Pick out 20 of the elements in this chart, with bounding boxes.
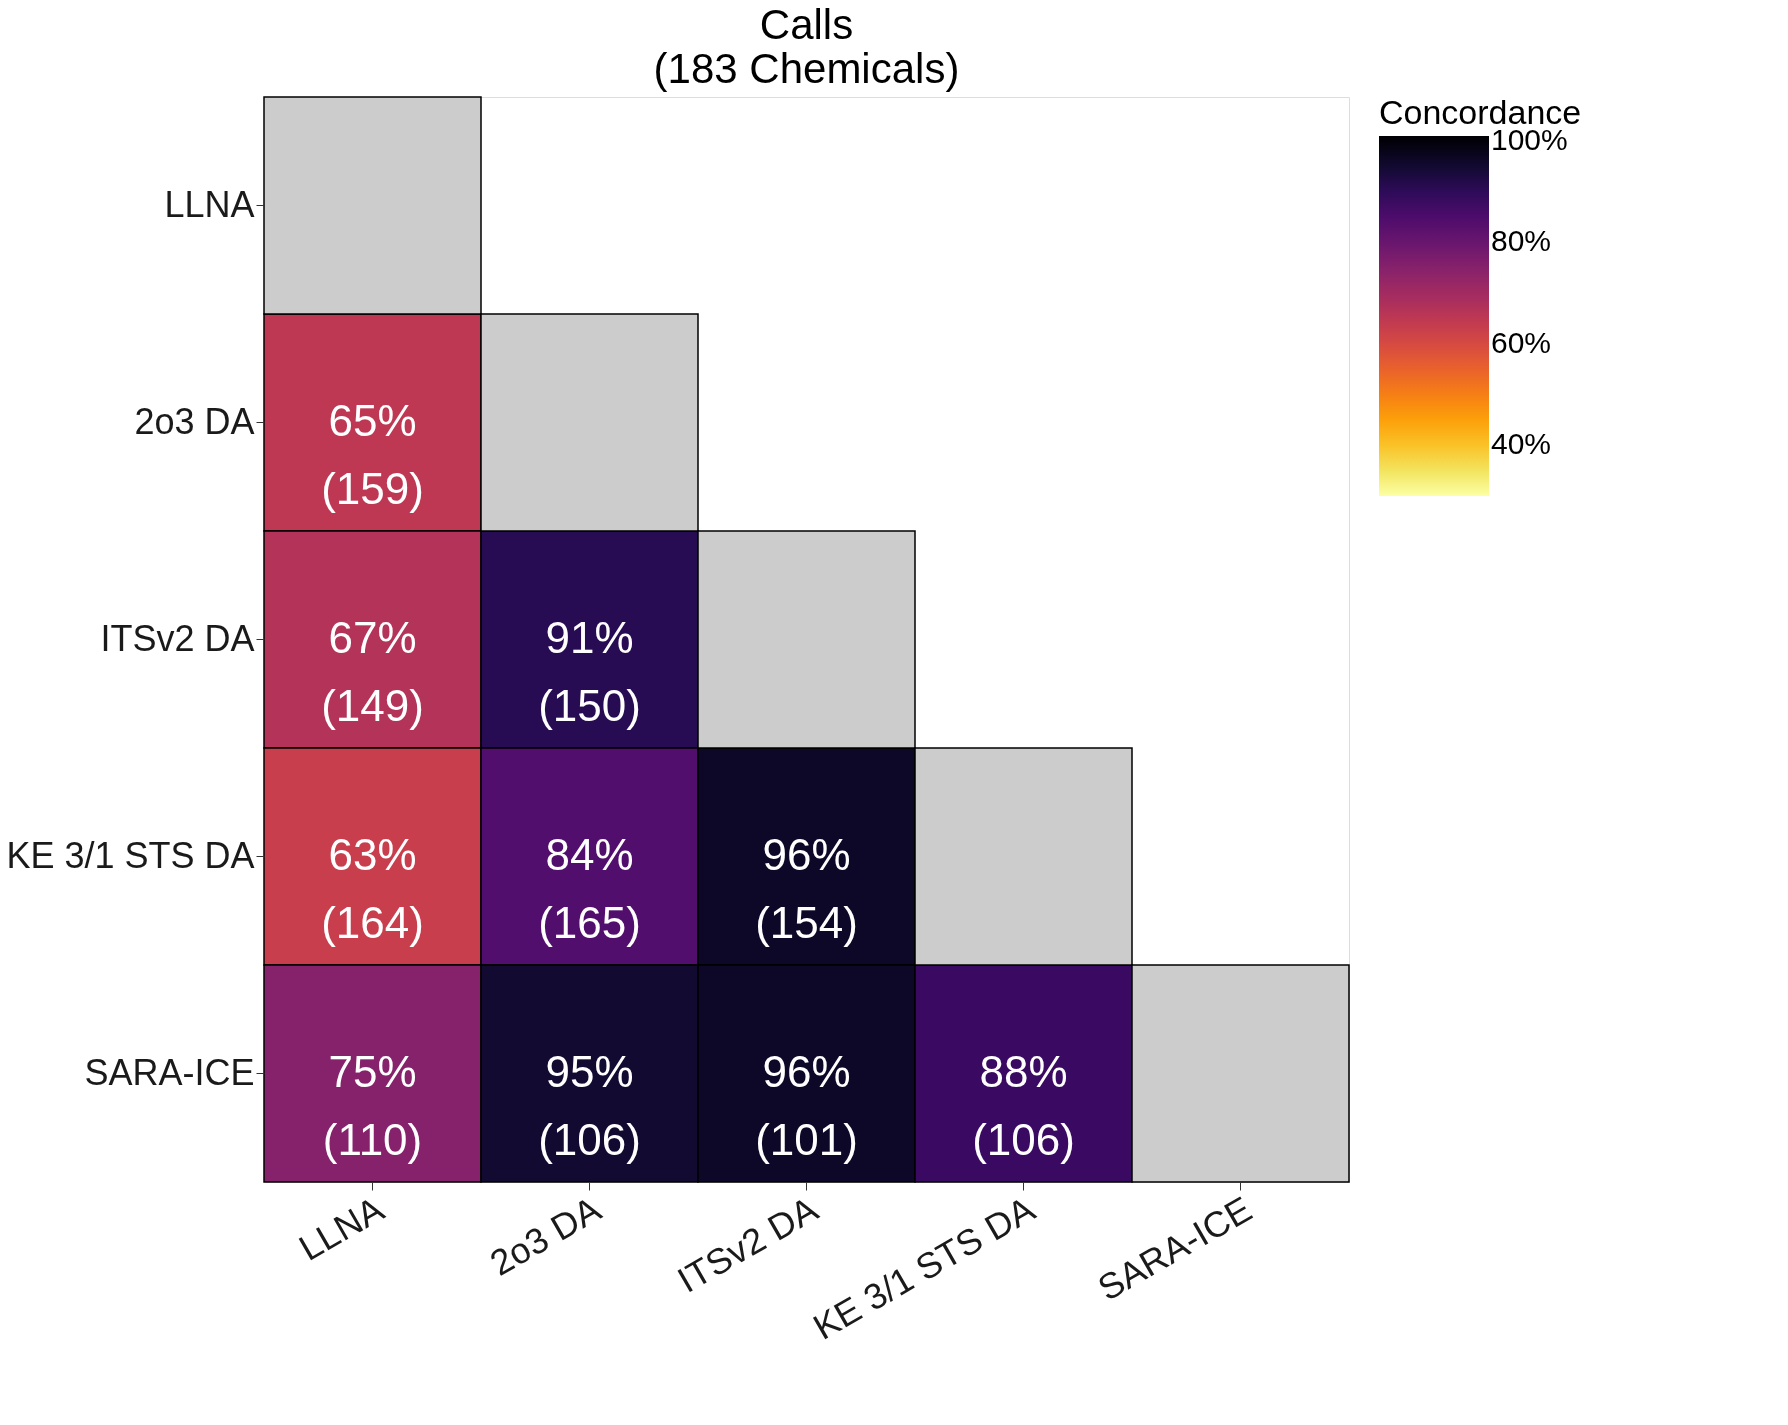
y-tick-label: LLNA	[164, 183, 255, 225]
color-bar-label: 60%	[1491, 325, 1552, 359]
color-bar-label: 40%	[1491, 427, 1552, 461]
x-tick-label: LLNA	[292, 1188, 391, 1269]
data-label: 67% (149)	[321, 612, 424, 730]
data-label: 65% (159)	[321, 395, 424, 513]
data-label: 96% (101)	[755, 1046, 858, 1164]
y-tick-label: KE 3/1 STS DA	[6, 834, 255, 876]
data-label: 95% (106)	[538, 1046, 641, 1164]
data-label: 96% (154)	[755, 829, 858, 947]
data-label: 63% (164)	[321, 829, 424, 947]
y-tick-label: SARA-ICE	[84, 1051, 255, 1093]
data-label: 88% (106)	[972, 1046, 1075, 1164]
x-tick-label: 2o3 DA	[483, 1188, 608, 1284]
data-label: 84% (165)	[538, 829, 641, 947]
data-label: 75% (110)	[322, 1046, 423, 1164]
data-label: 91% (150)	[538, 612, 641, 730]
y-tick-label: ITSv2 DA	[100, 617, 255, 659]
color-bar-label: 80%	[1491, 224, 1552, 258]
y-tick-label: 2o3 DA	[134, 400, 255, 442]
